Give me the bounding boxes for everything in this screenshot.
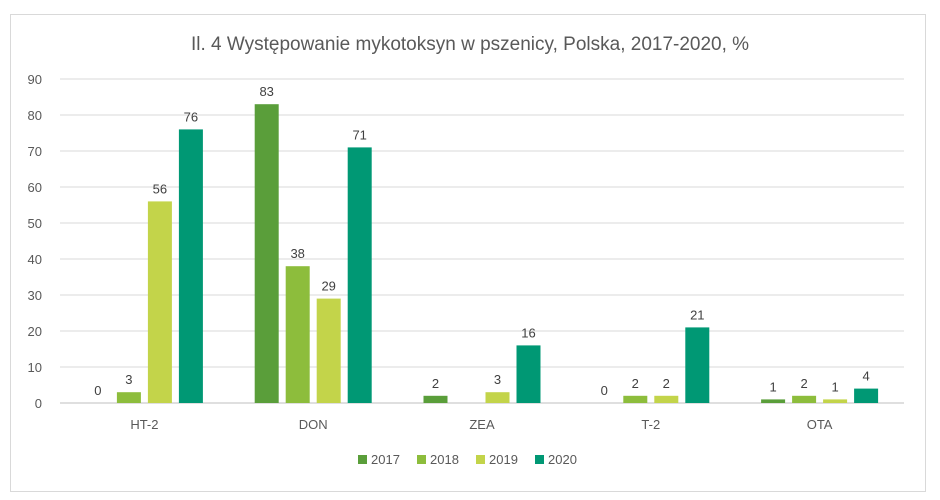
legend-swatch <box>358 455 367 464</box>
bar-layer <box>116 104 879 403</box>
y-tick-label: 90 <box>28 72 42 87</box>
legend-swatch <box>535 455 544 464</box>
bar <box>285 266 310 403</box>
x-tick-label: ZEA <box>469 417 495 432</box>
bar <box>792 395 817 403</box>
data-label: 3 <box>494 372 501 387</box>
legend-label: 2017 <box>371 452 400 467</box>
y-tick-label: 60 <box>28 180 42 195</box>
bar <box>761 399 786 403</box>
y-tick-label: 10 <box>28 360 42 375</box>
x-tick-label: OTA <box>807 417 833 432</box>
legend-swatch <box>417 455 426 464</box>
bar <box>516 345 541 403</box>
data-label: 2 <box>663 376 670 391</box>
bar <box>623 395 648 403</box>
legend-label: 2020 <box>548 452 577 467</box>
bar <box>423 395 448 403</box>
data-label: 29 <box>321 279 335 294</box>
bar <box>347 147 372 403</box>
data-label: 4 <box>862 369 869 384</box>
data-label: 38 <box>290 246 304 261</box>
data-label: 71 <box>352 127 366 142</box>
chart-title: Il. 4 Występowanie mykotoksyn w pszenicy… <box>190 34 750 55</box>
data-label: 2 <box>800 376 807 391</box>
bar <box>823 399 848 403</box>
bar <box>254 104 279 403</box>
y-tick-label: 70 <box>28 144 42 159</box>
bar <box>654 395 679 403</box>
data-label: 16 <box>521 325 535 340</box>
data-label: 76 <box>184 109 198 124</box>
legend-label: 2019 <box>489 452 518 467</box>
legend-swatch <box>476 455 485 464</box>
data-label: 2 <box>632 376 639 391</box>
data-label: 83 <box>259 84 273 99</box>
y-tick-label: 40 <box>28 252 42 267</box>
data-label: 0 <box>94 383 101 398</box>
bar <box>116 392 141 403</box>
x-tick-label: DON <box>299 417 328 432</box>
legend: 2017 2018 2019 2020 <box>358 452 577 467</box>
bar <box>178 129 203 403</box>
data-label: 1 <box>769 379 776 394</box>
y-tick-label: 20 <box>28 324 42 339</box>
data-label: 3 <box>125 372 132 387</box>
bar <box>147 201 172 403</box>
y-tick-label: 50 <box>28 216 42 231</box>
bar <box>685 327 710 403</box>
data-label: 1 <box>831 379 838 394</box>
bar <box>316 298 341 403</box>
x-tick-label: HT-2 <box>130 417 158 432</box>
bar <box>485 392 510 403</box>
y-tick-label: 0 <box>35 396 42 411</box>
data-label: 0 <box>601 383 608 398</box>
y-tick-label: 80 <box>28 108 42 123</box>
data-label: 21 <box>690 307 704 322</box>
data-label: 56 <box>153 181 167 196</box>
y-tick-label: 30 <box>28 288 42 303</box>
bar <box>854 388 879 403</box>
legend-label: 2018 <box>430 452 459 467</box>
x-tick-label: T-2 <box>641 417 660 432</box>
data-label: 2 <box>432 376 439 391</box>
